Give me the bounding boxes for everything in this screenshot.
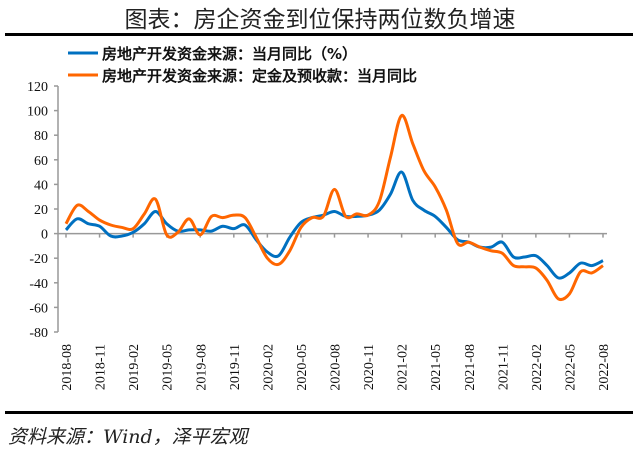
x-tick-label: 2020-02 xyxy=(261,344,276,391)
y-tick-label: 100 xyxy=(27,105,48,120)
source-note: 资料来源：Wind，泽平宏观 xyxy=(8,426,250,448)
x-tick-label: 2021-08 xyxy=(463,344,478,391)
x-tick-label: 2019-11 xyxy=(228,344,243,390)
x-tick-label: 2019-08 xyxy=(194,344,209,391)
legend-label-deposits: 房地产开发资金来源：定金及预收款：当月同比 xyxy=(102,67,417,85)
axes: -80 -60 -40 -20 0 20 40 60 80 100 120 2018-08 2018-1… xyxy=(27,80,612,391)
x-tick-label: 2022-08 xyxy=(597,344,612,391)
x-tick-label: 2021-05 xyxy=(429,344,444,391)
x-tick-label: 2019-05 xyxy=(161,344,176,391)
x-tick-label: 2022-05 xyxy=(563,344,578,391)
x-tick-label: 2021-11 xyxy=(496,344,511,390)
legend: 房地产开发资金来源：当月同比（%） 房地产开发资金来源：定金及预收款：当月同比 xyxy=(68,45,417,85)
x-tick-label: 2018-11 xyxy=(94,344,109,390)
y-tick-label: -60 xyxy=(29,301,48,316)
x-tick-label: 2021-02 xyxy=(396,344,411,391)
x-tick-label: 2018-08 xyxy=(60,344,75,391)
y-tick-label: 120 xyxy=(27,80,48,95)
series-lines xyxy=(64,114,604,302)
y-tick-label: 0 xyxy=(41,228,48,243)
footer-divider xyxy=(5,411,633,414)
x-tick-label: 2019-02 xyxy=(127,344,142,391)
x-tick-label: 2022-02 xyxy=(530,344,545,391)
legend-label-total: 房地产开发资金来源：当月同比（%） xyxy=(102,45,357,63)
title-divider xyxy=(5,33,633,36)
chart-title: 图表：房企资金到位保持两位数负增速 xyxy=(125,7,516,33)
y-tick-label: 80 xyxy=(34,129,48,144)
y-tick-label: 40 xyxy=(34,178,48,193)
x-tick-label: 2020-05 xyxy=(295,344,310,391)
y-tick-label: -80 xyxy=(29,326,48,341)
x-tick-label: 2020-08 xyxy=(329,344,344,391)
y-tick-label: -20 xyxy=(29,252,48,267)
y-tick-label: -40 xyxy=(29,277,48,292)
x-tick-label: 2020-11 xyxy=(362,344,377,390)
series-line-deposits xyxy=(64,114,604,302)
y-tick-label: 60 xyxy=(34,154,48,169)
y-tick-label: 20 xyxy=(34,203,48,218)
